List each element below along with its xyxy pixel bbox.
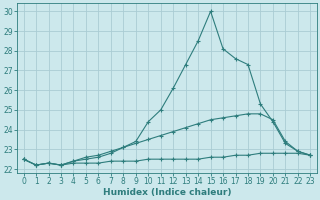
X-axis label: Humidex (Indice chaleur): Humidex (Indice chaleur) [103, 188, 231, 197]
